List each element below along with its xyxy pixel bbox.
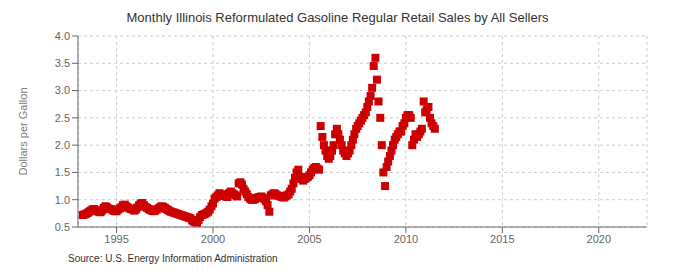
svg-text:2020: 2020 [587, 233, 611, 245]
html-text:Source: U.S. Energy Informatio: Source: U.S. Energy Information Administ… [68, 253, 278, 264]
html-text:Monthly Illinois Reformulated: Monthly Illinois Reformulated Gasoline R… [126, 10, 549, 25]
svg-text:2000: 2000 [201, 233, 225, 245]
svg-text:2010: 2010 [394, 233, 418, 245]
svg-text:1.5: 1.5 [55, 166, 70, 178]
svg-text:1.0: 1.0 [55, 194, 70, 206]
svg-text:Dollars per Gallon: Dollars per Gallon [17, 87, 29, 175]
svg-text:2005: 2005 [297, 233, 321, 245]
svg-text:2.5: 2.5 [55, 112, 70, 124]
svg-text:2015: 2015 [490, 233, 514, 245]
svg-text:4.0: 4.0 [55, 30, 70, 42]
svg-text:1995: 1995 [104, 233, 128, 245]
svg-text:2.0: 2.0 [55, 139, 70, 151]
svg-text:3.0: 3.0 [55, 84, 70, 96]
svg-text:3.5: 3.5 [55, 57, 70, 69]
svg-text:0.5: 0.5 [55, 221, 70, 233]
